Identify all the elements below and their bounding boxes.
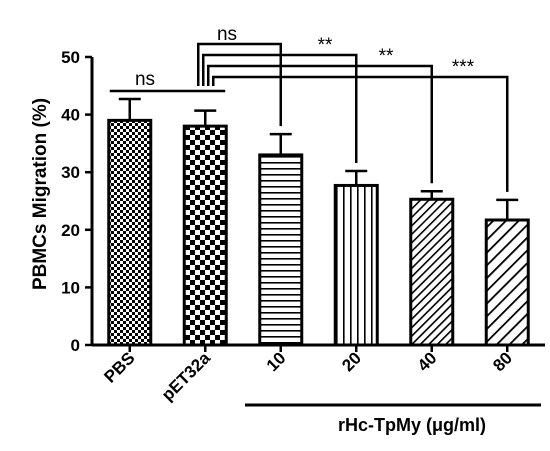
category-label-10: 10 xyxy=(263,348,290,375)
sig-bracket-3 xyxy=(207,64,433,184)
sig-bracket-1 xyxy=(197,42,282,127)
category-label-pET32a: pET32a xyxy=(158,348,215,405)
sig-label-3: ** xyxy=(379,46,394,67)
sig-label-4: *** xyxy=(452,57,475,78)
bar-20 xyxy=(333,183,379,347)
y-tick-label: 50 xyxy=(61,48,80,67)
category-label-PBS: PBS xyxy=(100,348,138,386)
sig-label-2: ** xyxy=(318,35,333,56)
y-tick-label: 10 xyxy=(61,278,80,297)
bar-pET32a xyxy=(182,124,228,347)
bar-10 xyxy=(258,153,304,347)
y-tick-label: 30 xyxy=(61,163,80,182)
bar-80 xyxy=(484,218,530,347)
category-label-20: 20 xyxy=(338,348,365,375)
y-tick-label: 0 xyxy=(71,336,80,355)
bar-40 xyxy=(409,197,455,347)
category-label-40: 40 xyxy=(414,348,441,375)
y-tick-label: 40 xyxy=(61,106,80,125)
sig-label-0: ns xyxy=(135,69,155,90)
sig-bracket-4 xyxy=(212,75,509,192)
sig-bracket-2 xyxy=(202,53,358,164)
group-label: rHc-TpMy (μg/ml) xyxy=(338,415,486,435)
bar-PBS xyxy=(107,118,153,347)
y-tick-label: 20 xyxy=(61,221,80,240)
sig-label-1: ns xyxy=(217,24,237,45)
category-label-80: 80 xyxy=(489,348,516,375)
y-axis-title: PBMCs Migration (%) xyxy=(30,98,51,290)
